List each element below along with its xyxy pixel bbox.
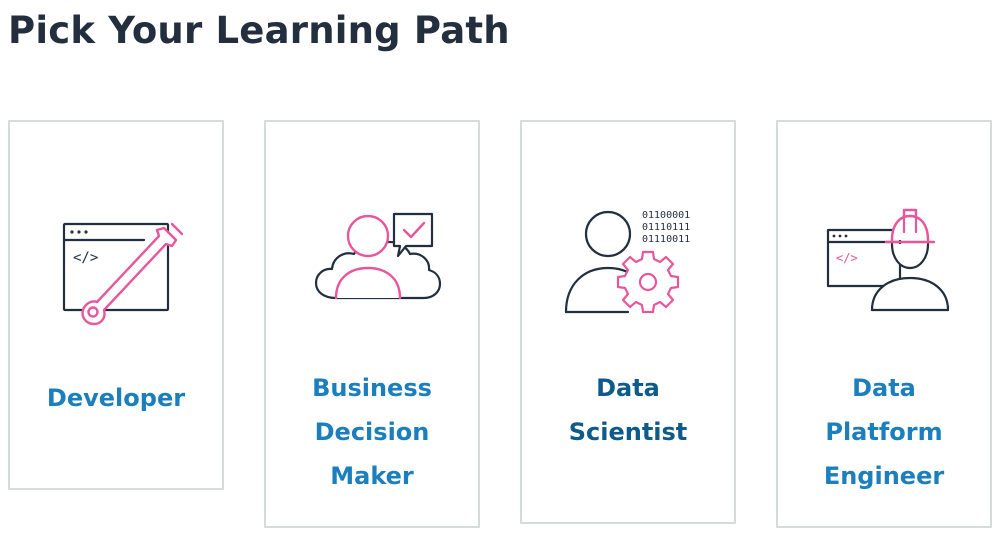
person-cloud-chat-check-icon <box>302 206 442 318</box>
svg-text:</>: </> <box>73 250 98 266</box>
card-label-data-platform-engineer[interactable]: Data Platform Engineer <box>823 374 945 490</box>
card-label-data-scientist[interactable]: Data Scientist <box>568 374 688 446</box>
engineer-hardhat-code-window-icon: </> <box>814 206 954 318</box>
page-title: Pick Your Learning Path <box>8 9 510 52</box>
binary-line-3: 01110011 <box>642 234 690 245</box>
card-label-developer[interactable]: Developer <box>46 384 186 412</box>
binary-line-1: 01100001 <box>642 210 690 221</box>
code-window-wrench-icon: </> <box>46 218 186 330</box>
svg-text:</>: </> <box>836 251 858 265</box>
binary-line-2: 01110111 <box>642 222 690 233</box>
learning-path-card-developer[interactable]: </> Developer <box>8 120 224 490</box>
learning-path-card-business-decision-maker[interactable]: Business Decision Maker <box>264 120 480 528</box>
learning-path-card-data-platform-engineer[interactable]: </> Data Platform Engineer <box>776 120 992 528</box>
learning-path-card-data-scientist[interactable]: 01100001 01110111 01110011 Data Scientis… <box>520 120 736 524</box>
card-label-business-decision-maker[interactable]: Business Decision Maker <box>312 374 432 490</box>
person-binary-gear-icon: 01100001 01110111 01110011 <box>558 206 698 318</box>
